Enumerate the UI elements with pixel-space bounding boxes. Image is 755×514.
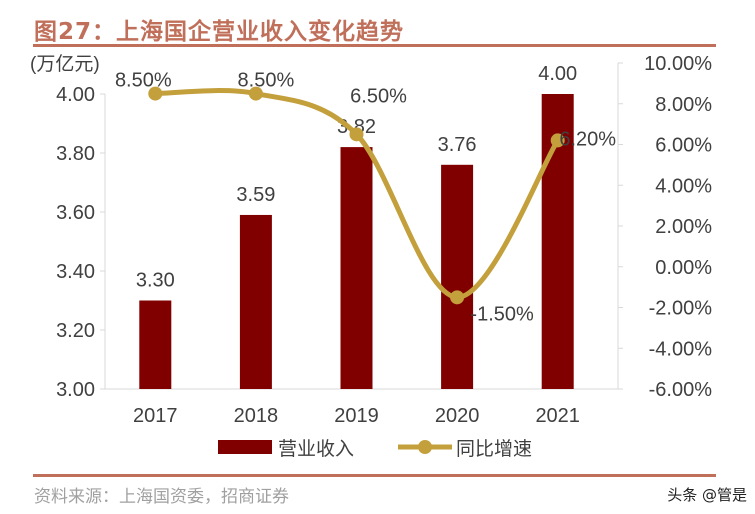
growth-point-2017: [148, 86, 163, 101]
growth-label: 6.20%: [559, 128, 616, 150]
legend-bar-swatch: [218, 440, 272, 454]
right-tick-label: -6.00%: [649, 379, 713, 401]
x-tick-label: 2020: [435, 405, 480, 427]
bar-label: 3.76: [438, 134, 477, 156]
bar-2020: [441, 164, 474, 389]
growth-point-2021: [550, 133, 565, 148]
x-tick-label: 2019: [334, 405, 379, 427]
right-tick-label: 8.00%: [655, 94, 712, 116]
growth-label: 6.50%: [350, 85, 407, 107]
left-axis-unit: (万亿元): [30, 53, 100, 75]
bar-label: 3.82: [337, 116, 376, 138]
title-rule: [33, 44, 716, 47]
legend-bar-label: 营业收入: [278, 438, 354, 460]
watermark: 头条 @管是: [667, 486, 747, 504]
right-tick-label: -2.00%: [649, 298, 713, 320]
left-tick-label: 3.40: [56, 261, 95, 283]
bar-2019: [340, 147, 373, 389]
growth-line: [155, 88, 560, 300]
figure-title: 图27：上海国企营业收入变化趋势: [34, 19, 405, 45]
left-tick-label: 3.20: [56, 320, 95, 342]
growth-point-2018: [248, 86, 263, 101]
bar-2017: [139, 300, 172, 389]
source-note: 资料来源：上海国资委，招商证券: [34, 487, 289, 507]
right-tick-label: 10.00%: [644, 53, 712, 75]
right-tick-label: 2.00%: [655, 216, 712, 238]
right-tick-label: 0.00%: [655, 257, 712, 279]
bar-label: 3.59: [236, 184, 275, 206]
chart-svg: 3.00 3.20 3.40 3.60 3.80 4.00 (万亿元) -6.00% -4.00…: [30, 53, 713, 460]
bar-label: 3.30: [136, 270, 175, 292]
left-tick-label: 3.60: [56, 202, 95, 224]
bar-2018: [239, 214, 272, 389]
x-tick-label: 2018: [234, 405, 279, 427]
growth-point-2019: [349, 127, 364, 142]
legend-line-label: 同比增速: [456, 438, 532, 460]
x-tick-label: 2017: [133, 405, 178, 427]
growth-label: 8.50%: [238, 70, 295, 92]
legend-line-marker: [418, 440, 432, 454]
right-tick-label: 6.00%: [655, 135, 712, 157]
left-tick-label: 3.80: [56, 143, 95, 165]
growth-label: 8.50%: [115, 70, 172, 92]
growth-point-2020: [450, 290, 465, 305]
growth-label: -1.50%: [470, 303, 534, 325]
bar-label: 4.00: [538, 63, 577, 85]
x-tick-label: 2021: [535, 405, 580, 427]
right-tick-label: -4.00%: [649, 338, 713, 360]
footer-rule: [33, 474, 716, 477]
left-tick-label: 3.00: [56, 379, 95, 401]
right-tick-label: 4.00%: [655, 175, 712, 197]
left-tick-label: 4.00: [56, 84, 95, 106]
